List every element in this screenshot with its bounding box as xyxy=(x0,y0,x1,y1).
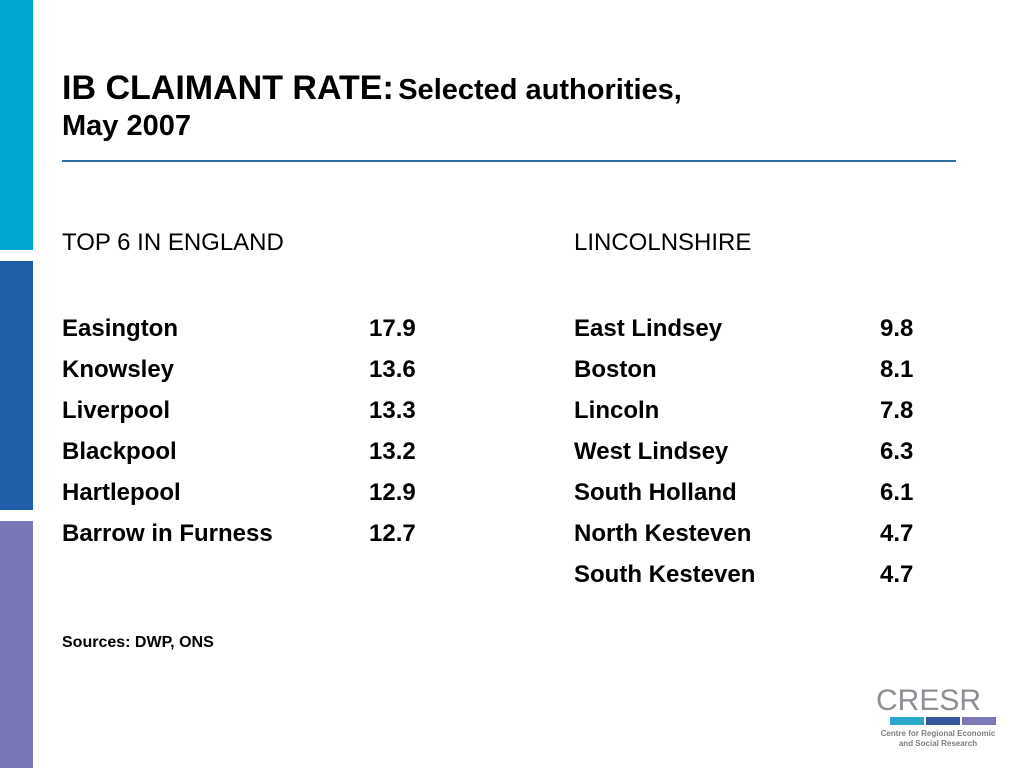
authority-name: Hartlepool xyxy=(62,479,181,506)
authority-name: South Holland xyxy=(574,479,737,506)
rate-value: 13.3 xyxy=(369,397,416,424)
logo-wordmark: CRESR xyxy=(876,684,982,717)
sidebar-stripe-purple xyxy=(0,521,33,768)
authority-name: East Lindsey xyxy=(574,315,723,342)
authority-name: Knowsley xyxy=(62,356,175,383)
rate-value: 4.7 xyxy=(880,561,914,588)
rate-value: 17.9 xyxy=(369,315,416,342)
rate-value: 12.9 xyxy=(369,479,416,506)
rate-value: 12.7 xyxy=(369,520,416,547)
england-heading: TOP 6 IN ENGLAND xyxy=(62,229,284,256)
lincolnshire-row: South Kesteven 4.7 xyxy=(574,554,954,595)
logo-stripe-purple xyxy=(962,717,996,725)
title-divider xyxy=(62,160,956,162)
title-main: IB CLAIMANT RATE: xyxy=(62,69,394,107)
authority-name: Boston xyxy=(574,356,657,383)
authority-name: South Kesteven xyxy=(574,561,756,588)
rate-value: 13.6 xyxy=(369,356,416,383)
lincolnshire-heading: LINCOLNSHIRE xyxy=(574,229,752,256)
authority-name: Blackpool xyxy=(62,438,177,465)
rate-value: 13.2 xyxy=(369,438,416,465)
england-row: Hartlepool 12.9 xyxy=(62,472,452,513)
lincolnshire-row: North Kesteven 4.7 xyxy=(574,513,954,554)
lincolnshire-row: Boston 8.1 xyxy=(574,349,954,390)
england-row: Barrow in Furness 12.7 xyxy=(62,513,452,554)
england-row: Easington 17.9 xyxy=(62,308,452,349)
title-sub: Selected authorities, xyxy=(398,74,682,106)
rate-value: 7.8 xyxy=(880,397,914,424)
lincolnshire-row: East Lindsey 9.8 xyxy=(574,308,954,349)
authority-name: Liverpool xyxy=(62,397,171,424)
rate-value: 8.1 xyxy=(880,356,914,383)
sidebar-stripe-blue xyxy=(0,261,33,510)
lincolnshire-column: LINCOLNSHIRE East Lindsey 9.8 Boston 8.1… xyxy=(574,226,954,595)
title-date: May 2007 xyxy=(62,109,191,142)
rate-value: 9.8 xyxy=(880,315,914,342)
england-column: TOP 6 IN ENGLAND Easington 17.9 Knowsley… xyxy=(62,226,452,554)
logo-tagline: Centre for Regional Economic and Social … xyxy=(876,729,1000,749)
sources-note: Sources: DWP, ONS xyxy=(62,634,214,651)
lincolnshire-row: West Lindsey 6.3 xyxy=(574,431,954,472)
rate-value: 6.3 xyxy=(880,438,914,465)
rate-value: 4.7 xyxy=(880,520,914,547)
page-title: IB CLAIMANT RATE: Selected authorities, … xyxy=(62,68,952,144)
england-row: Liverpool 13.3 xyxy=(62,390,452,431)
authority-name: West Lindsey xyxy=(574,438,729,465)
logo-stripe-blue xyxy=(926,717,960,725)
authority-name: North Kesteven xyxy=(574,520,752,547)
sidebar-stripe-cyan xyxy=(0,0,33,250)
logo-tagline-line2: and Social Research xyxy=(898,739,978,748)
authority-name: Easington xyxy=(62,315,179,342)
england-row: Blackpool 13.2 xyxy=(62,431,452,472)
lincolnshire-row: Lincoln 7.8 xyxy=(574,390,954,431)
cresr-logo: CRESR Centre for Regional Economic and S… xyxy=(876,686,1000,749)
rate-value: 6.1 xyxy=(880,479,914,506)
lincolnshire-row: South Holland 6.1 xyxy=(574,472,954,513)
authority-name: Barrow in Furness xyxy=(62,520,273,547)
logo-stripe-cyan xyxy=(890,717,924,725)
logo-tagline-line1: Centre for Regional Economic xyxy=(880,729,996,738)
authority-name: Lincoln xyxy=(574,397,660,424)
england-row: Knowsley 13.6 xyxy=(62,349,452,390)
logo-stripes xyxy=(890,717,1000,725)
